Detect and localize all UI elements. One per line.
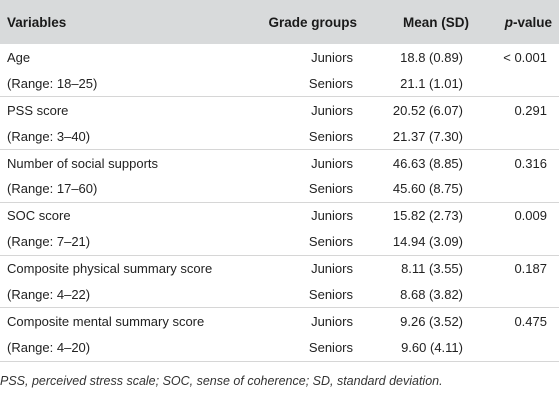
cell-variable: (Range: 3–40): [7, 128, 91, 144]
cell-grade-group: Juniors: [311, 313, 353, 329]
cell-variable: Number of social supports: [7, 155, 159, 171]
cell-mean-sd: 9.26 (3.52): [400, 313, 463, 329]
cell-grade-group: Seniors: [308, 181, 353, 197]
cell-p-value: 0.475: [514, 313, 547, 329]
cell-variable: Composite mental summary score: [7, 313, 205, 329]
cell-grade-group: Seniors: [308, 234, 353, 250]
table-row: (Range: 4–20) Seniors 9.60 (4.11): [0, 334, 559, 360]
cell-mean-sd: 21.37 (7.30): [392, 128, 463, 144]
table-bottom-rule: [0, 360, 559, 362]
cell-grade-group: Juniors: [311, 208, 353, 224]
cell-variable: SOC score: [7, 208, 71, 224]
cell-p-value: [475, 282, 559, 308]
cell-grade-group: Juniors: [311, 49, 353, 65]
table-row: (Range: 7–21) Seniors 14.94 (3.09): [0, 229, 559, 255]
cell-variable: (Range: 4–22): [7, 286, 91, 302]
cell-variable: (Range: 18–25): [7, 75, 98, 91]
header-row: Variables Grade groups Mean (SD) p-value: [0, 0, 559, 44]
cell-p-value: [475, 123, 559, 149]
cell-mean-sd: 9.60 (4.11): [401, 339, 463, 355]
table-row: (Range: 18–25) Seniors 21.1 (1.01): [0, 70, 559, 96]
table-row: Number of social supports Juniors 46.63 (8…: [0, 149, 559, 176]
cell-mean-sd: 15.82 (2.73): [392, 208, 463, 224]
cell-mean-sd: 18.8 (0.89): [400, 49, 463, 65]
table-row: (Range: 4–22) Seniors 8.68 (3.82): [0, 282, 559, 308]
cell-mean-sd: 45.60 (8.75): [392, 181, 463, 197]
cell-p-value: < 0.001: [503, 49, 547, 65]
cell-p-value: [475, 229, 559, 255]
table-row: Composite physical summary score Juniors 8…: [0, 255, 559, 281]
cell-p-value: 0.316: [514, 155, 547, 171]
cell-grade-group: Seniors: [308, 286, 353, 302]
cell-p-value: 0.009: [514, 208, 547, 224]
cell-p-value: [475, 334, 559, 360]
cell-grade-group: Seniors: [308, 75, 353, 91]
cell-mean-sd: 8.11 (3.55): [401, 261, 463, 277]
table-row: Composite mental summary score Juniors 9.2…: [0, 307, 559, 334]
cell-variable: (Range: 4–20): [7, 339, 91, 355]
table-header: Variables Grade groups Mean (SD) p-value: [0, 0, 559, 44]
cell-variable: (Range: 7–21): [7, 234, 91, 250]
cell-variable: PSS score: [7, 102, 69, 118]
cell-mean-sd: 21.1 (1.01): [400, 75, 463, 91]
cell-p-value: 0.187: [514, 261, 547, 277]
table-footnote: PSS, perceived stress scale; SOC, sense …: [0, 373, 443, 388]
cell-grade-group: Juniors: [311, 155, 353, 171]
cell-variable: Composite physical summary score: [7, 261, 213, 277]
cell-mean-sd: 20.52 (6.07): [392, 102, 463, 118]
header-grade-groups: Grade groups: [268, 14, 357, 30]
header-p-letter: p: [504, 14, 513, 30]
cell-mean-sd: 14.94 (3.09): [392, 234, 463, 250]
cell-mean-sd: 8.68 (3.82): [400, 286, 463, 302]
table-row: PSS score Juniors 20.52 (6.07) 0.291: [0, 96, 559, 123]
cell-grade-group: Juniors: [311, 261, 353, 277]
cell-grade-group: Seniors: [308, 128, 353, 144]
table-body: Age Juniors 18.8 (0.89) < 0.001 (Range: 18–2…: [0, 44, 559, 361]
header-p-suffix: -value: [512, 14, 552, 30]
cell-grade-group: Seniors: [308, 339, 353, 355]
header-mean-sd: Mean (SD): [402, 14, 469, 30]
cell-variable: (Range: 17–60): [7, 181, 98, 197]
header-variables: Variables: [7, 14, 67, 30]
header-p-value: p-value: [475, 0, 559, 44]
cell-mean-sd: 46.63 (8.85): [392, 155, 463, 171]
cell-p-value: 0.291: [514, 102, 547, 118]
cell-variable: Age: [7, 49, 31, 65]
cell-p-value: [475, 176, 559, 202]
table-row: Age Juniors 18.8 (0.89) < 0.001: [0, 44, 559, 70]
cell-p-value: [475, 70, 559, 96]
table-row: (Range: 3–40) Seniors 21.37 (7.30): [0, 123, 559, 149]
stats-table-container: Variables Grade groups Mean (SD) p-value…: [0, 0, 559, 388]
cell-grade-group: Juniors: [311, 102, 353, 118]
stats-table: Variables Grade groups Mean (SD) p-value…: [0, 0, 559, 361]
table-row: SOC score Juniors 15.82 (2.73) 0.009: [0, 202, 559, 228]
table-row: (Range: 17–60) Seniors 45.60 (8.75): [0, 176, 559, 202]
